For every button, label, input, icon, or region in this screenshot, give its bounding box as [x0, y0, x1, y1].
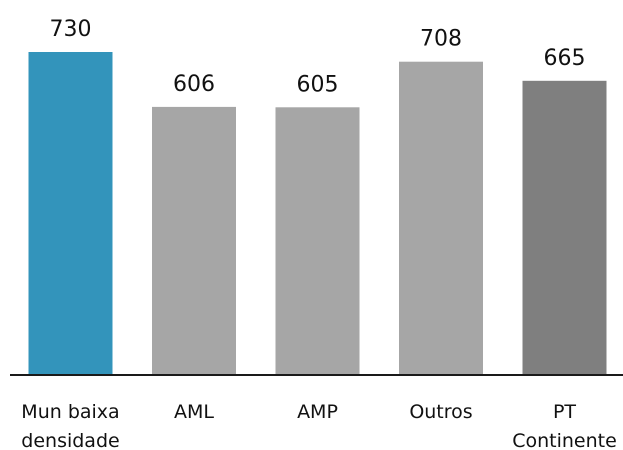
bar: [28, 52, 113, 375]
category-label-line: PT: [553, 401, 576, 423]
category-label: Mun baixa densidade: [21, 401, 119, 450]
category-label-line: densidade: [21, 430, 119, 450]
bar: [152, 106, 236, 376]
bar: [522, 80, 607, 376]
category-label-line: AMP: [297, 401, 338, 423]
category-label: PT Continente: [512, 401, 617, 450]
value-labels-group: 730 606 605 708 665: [50, 17, 586, 97]
data-label: 665: [544, 46, 586, 71]
bar: [275, 107, 360, 376]
category-labels-group: Mun baixa densidade AML AMP Outros PT Continen…: [21, 401, 617, 450]
category-label-line: AML: [174, 401, 214, 423]
category-label-line: Continente: [512, 430, 617, 450]
data-label: 730: [50, 17, 92, 42]
bar: [399, 61, 483, 375]
data-label: 605: [297, 72, 339, 97]
category-label-line: Outros: [409, 401, 472, 423]
category-label: AML: [174, 401, 214, 423]
category-label: Outros: [409, 401, 472, 423]
category-label: AMP: [297, 401, 338, 423]
bars-group: [28, 52, 607, 376]
category-label-line: Mun baixa: [21, 401, 119, 423]
data-label: 606: [173, 72, 215, 97]
data-label: 708: [420, 27, 462, 52]
